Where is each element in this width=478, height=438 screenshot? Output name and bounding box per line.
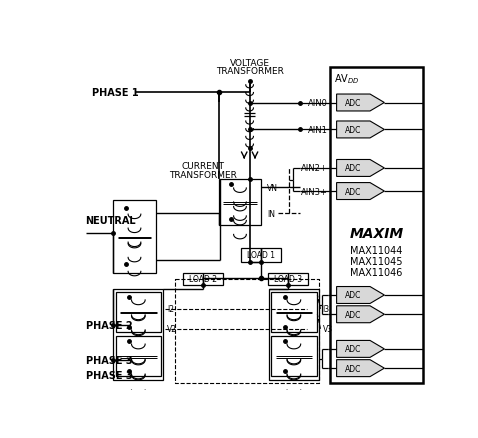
Text: ADC: ADC [345,187,361,196]
Text: LOAD 2: LOAD 2 [189,275,217,284]
Text: ADC: ADC [345,126,361,134]
Text: CURRENT: CURRENT [182,162,225,171]
Text: ADC: ADC [345,364,361,373]
Polygon shape [337,95,384,112]
Bar [241,248,281,262]
Polygon shape [337,122,384,138]
Bar [330,68,423,383]
Text: LOAD 3: LOAD 3 [274,275,302,284]
Text: MAXIM: MAXIM [349,226,404,240]
Bar [116,336,161,376]
Polygon shape [337,183,384,200]
Text: TRANSFORMER: TRANSFORMER [216,67,283,76]
Polygon shape [337,360,384,377]
Text: AIN1: AIN1 [308,126,328,134]
Bar [271,336,316,376]
Text: LOAD 1: LOAD 1 [247,251,275,260]
Text: AIN0: AIN0 [308,99,328,108]
Text: AIN2+: AIN2+ [302,164,328,173]
Text: ADC: ADC [345,345,361,353]
Text: I3: I3 [323,305,330,314]
Text: IN: IN [267,209,275,219]
Bar [269,289,319,380]
Bar [113,200,156,273]
Text: AV$_{DD}$: AV$_{DD}$ [334,72,360,85]
Text: VOLTAGE: VOLTAGE [229,59,270,68]
Text: ADC: ADC [345,164,361,173]
Text: PHASE 3: PHASE 3 [86,355,132,365]
Text: ADC: ADC [345,291,361,300]
Text: V3: V3 [323,325,333,334]
Polygon shape [337,306,384,323]
Bar [113,289,163,380]
Text: PHASE 2: PHASE 2 [86,320,132,330]
Bar [268,273,308,285]
Bar [184,273,223,285]
Text: ADC: ADC [345,99,361,108]
Polygon shape [337,341,384,357]
Text: MAX11045: MAX11045 [350,257,403,266]
Text: V2: V2 [167,325,177,334]
Text: PHASE 1: PHASE 1 [92,88,138,98]
Text: AIN3+: AIN3+ [301,187,328,196]
Bar [116,292,161,332]
Bar [219,179,261,226]
Text: I2: I2 [167,305,174,314]
Polygon shape [337,287,384,304]
Text: VN: VN [267,183,278,192]
Text: NEUTRAL: NEUTRAL [86,215,136,225]
Text: ADC: ADC [345,310,361,319]
Text: PHASE 3: PHASE 3 [86,370,132,380]
Bar [271,292,316,332]
Text: MAX11046: MAX11046 [350,267,403,277]
Polygon shape [337,160,384,177]
Text: MAX11044: MAX11044 [350,246,403,256]
Text: TRANSFORMER: TRANSFORMER [170,170,238,179]
